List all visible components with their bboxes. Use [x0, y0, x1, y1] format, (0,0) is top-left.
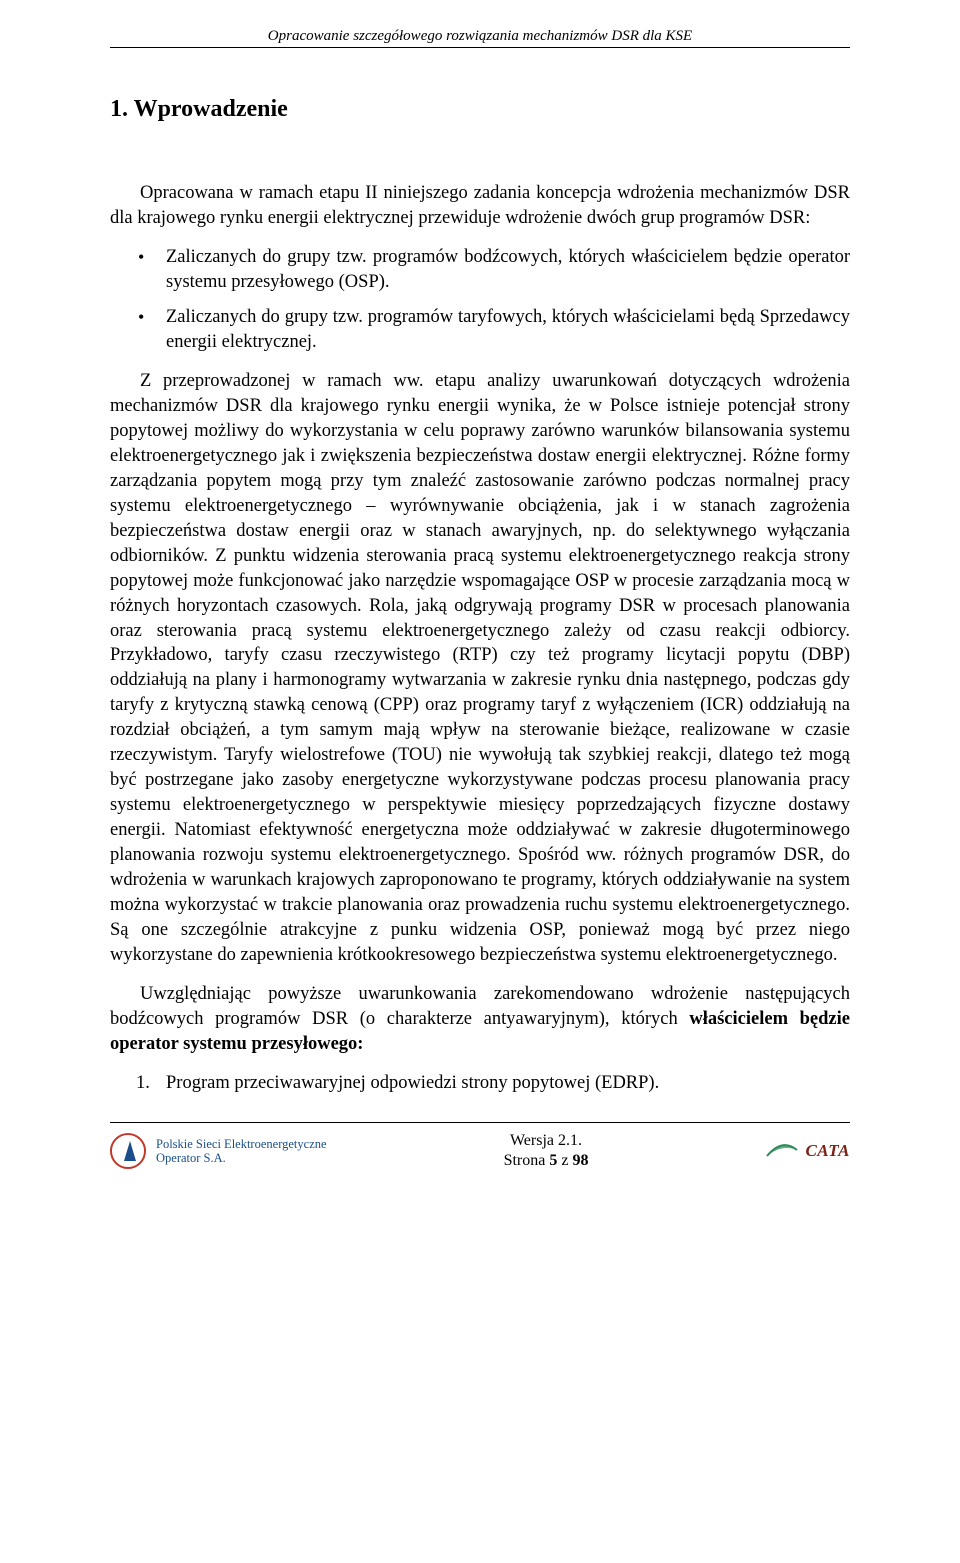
intro-paragraph: Opracowana w ramach etapu II niniejszego…	[110, 181, 850, 231]
footer-center: Wersja 2.1. Strona 5 z 98	[504, 1131, 589, 1171]
pse-company-name: Polskie Sieci Elektroenergetyczne Operat…	[156, 1137, 327, 1166]
bullet-item: Zaliczanych do grupy tzw. programów tary…	[166, 305, 850, 355]
section-heading: 1. Wprowadzenie	[110, 96, 850, 123]
pse-logo-icon	[110, 1133, 146, 1169]
page-header: Opracowanie szczegółowego rozwiązania me…	[110, 28, 850, 48]
pse-line1: Polskie Sieci Elektroenergetyczne	[156, 1137, 327, 1151]
body-paragraph: Z przeprowadzonej w ramach ww. etapu ana…	[110, 369, 850, 968]
document-page: Opracowanie szczegółowego rozwiązania me…	[0, 0, 960, 1563]
cata-label: CATA	[805, 1141, 850, 1161]
header-title: Opracowanie szczegółowego rozwiązania me…	[268, 28, 692, 44]
footer-left: Polskie Sieci Elektroenergetyczne Operat…	[110, 1133, 327, 1169]
version-text: Wersja 2.1.	[504, 1131, 589, 1151]
page-footer: Polskie Sieci Elektroenergetyczne Operat…	[110, 1122, 850, 1171]
bullet-text: Zaliczanych do grupy tzw. programów tary…	[166, 307, 850, 352]
pse-line2: Operator S.A.	[156, 1151, 327, 1165]
bullet-text: Zaliczanych do grupy tzw. programów bodź…	[166, 247, 850, 292]
item-text: Program przeciwawaryjnej odpowiedzi stro…	[166, 1073, 659, 1093]
bullet-item: Zaliczanych do grupy tzw. programów bodź…	[166, 245, 850, 295]
footer-right: CATA	[765, 1141, 850, 1161]
bullet-list: Zaliczanych do grupy tzw. programów bodź…	[110, 245, 850, 355]
numbered-item: 1. Program przeciwawaryjnej odpowiedzi s…	[166, 1071, 850, 1096]
closing-paragraph: Uwzględniając powyższe uwarunkowania zar…	[110, 982, 850, 1057]
cata-logo-icon	[765, 1142, 799, 1160]
page-number: Strona 5 z 98	[504, 1151, 589, 1171]
numbered-list: 1. Program przeciwawaryjnej odpowiedzi s…	[110, 1071, 850, 1096]
item-number: 1.	[136, 1071, 150, 1096]
